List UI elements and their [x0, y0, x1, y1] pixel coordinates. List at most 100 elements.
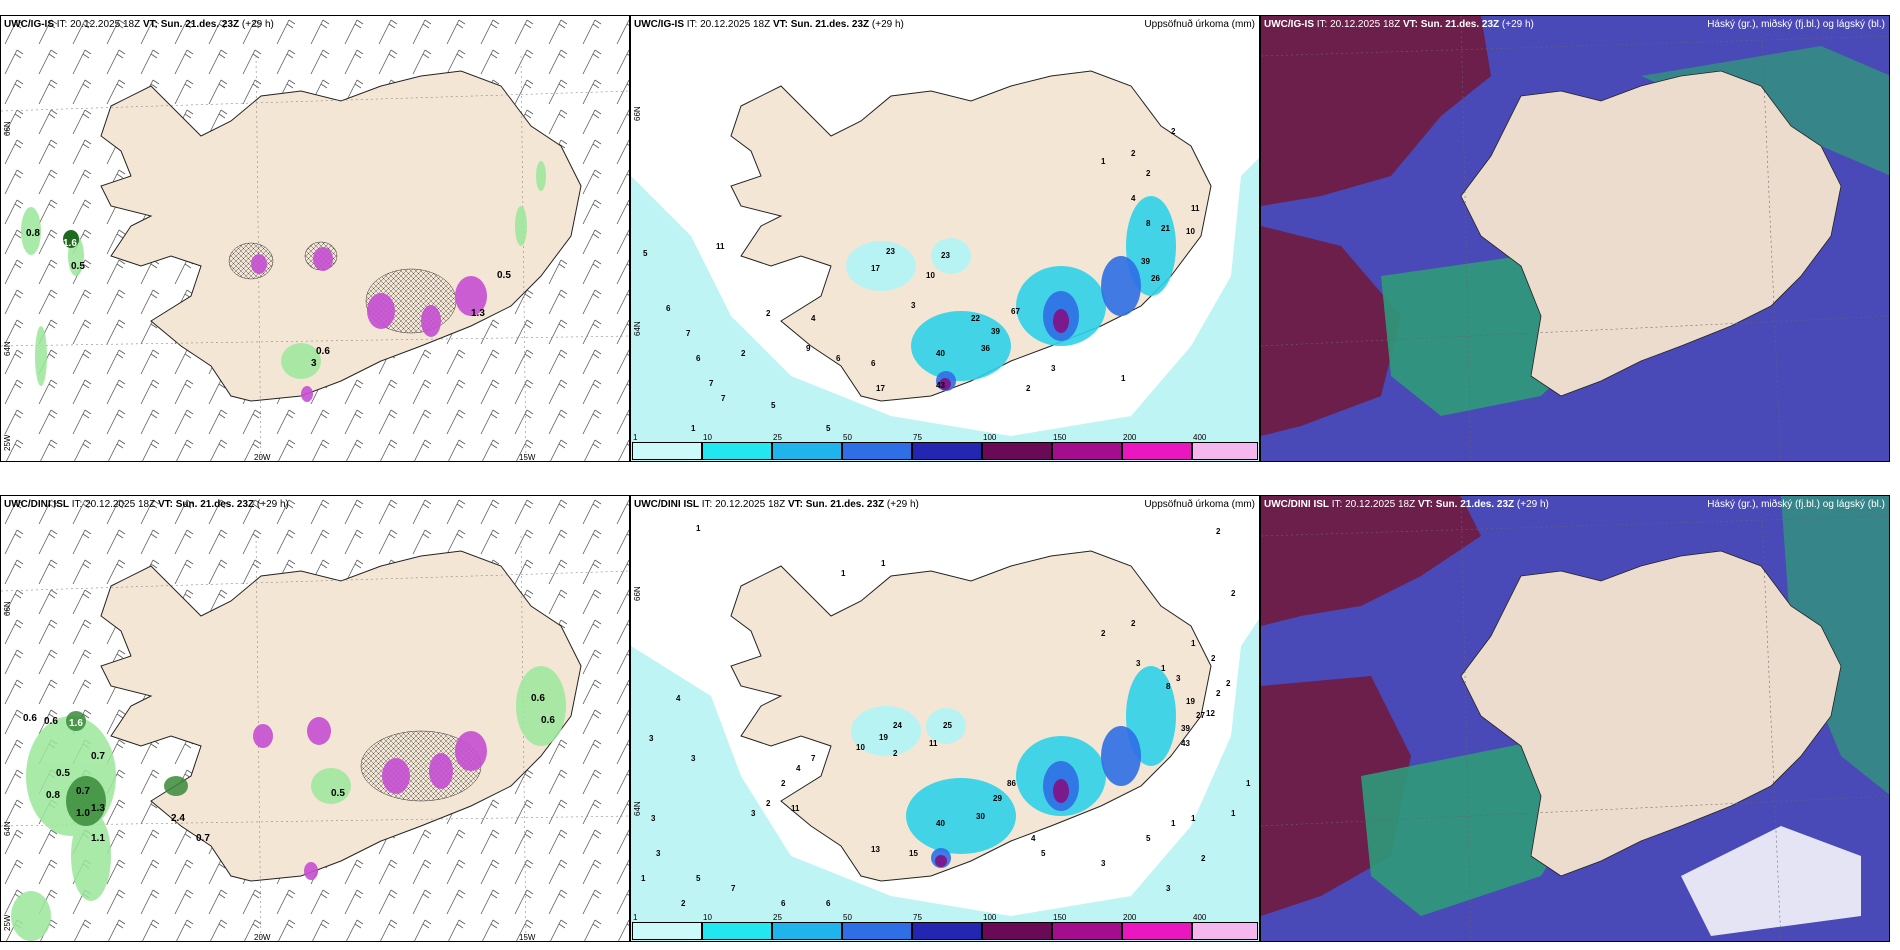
precip-value: 40 [936, 349, 945, 358]
precip-value: 2 [1131, 149, 1136, 158]
precip-value: 4 [1031, 834, 1036, 843]
precip-value: 39 [1181, 724, 1190, 733]
precip-value: 17 [876, 384, 885, 393]
precip-value: 39 [991, 327, 1000, 336]
wind-map-panel-row1: UWC/IG-IS IT: 20.12.2025 18Z VT: Sun. 21… [0, 15, 630, 462]
gust-value: 2.4 [171, 813, 185, 824]
lon-label: 15W [519, 933, 536, 942]
lead-time: (+29 h) [241, 19, 274, 30]
iceland-cloud-map [1261, 496, 1889, 941]
precip-value: 7 [709, 379, 714, 388]
colorbar-bin [1122, 922, 1192, 940]
precip-value: 1 [1191, 639, 1196, 648]
gust-value: 0.8 [26, 228, 40, 239]
precip-value: 15 [909, 849, 918, 858]
precip-value: 2 [1131, 619, 1136, 628]
colorbar-bin [842, 922, 912, 940]
precip-value: 3 [649, 734, 654, 743]
colorbar-bin [1052, 442, 1122, 460]
precip-value: 3 [1166, 884, 1171, 893]
lat-label: 66N [633, 586, 642, 601]
precip-value: 3 [1176, 674, 1181, 683]
precip-value: 1 [1101, 157, 1106, 166]
colorbar-tick-label: 10 [703, 913, 712, 922]
precip-value: 3 [651, 814, 656, 823]
precip-value: 2 [1231, 589, 1236, 598]
gust-value: 0.7 [196, 833, 210, 844]
colorbar-tick-label: 50 [843, 433, 852, 442]
precip-value: 3 [1101, 859, 1106, 868]
gust-value: 0.5 [71, 261, 85, 272]
iceland-cloud-map [1261, 16, 1889, 461]
precip-map-panel-row2: UWC/DINI ISL IT: 20.12.2025 18Z VT: Sun.… [630, 495, 1260, 942]
precip-value: 43 [1181, 739, 1190, 748]
colorbar-tick-label: 1 [633, 913, 638, 922]
panel-title: Háský (gr.), miðský (fj.bl.) og lágský (… [1707, 499, 1885, 510]
precip-value: 13 [871, 845, 880, 854]
cloud-map-panel-row1: UWC/IG-IS IT: 20.12.2025 18Z VT: Sun. 21… [1260, 15, 1890, 462]
precip-value: 24 [893, 721, 902, 730]
precip-value: 7 [721, 394, 726, 403]
precip-value: 19 [1186, 697, 1195, 706]
precip-value: 10 [1186, 227, 1195, 236]
issue-time: IT: 20.12.2025 18Z [1331, 499, 1416, 510]
precip-value: 3 [911, 301, 916, 310]
lat-label: 64N [633, 801, 642, 816]
iceland-precip-map: 1 2 1 2 1 2 2 1 2 1 3 2 2 3 8 19 27 12 3… [631, 524, 1259, 941]
issue-time: IT: 20.12.2025 18Z [1316, 19, 1401, 30]
precip-value: 2 [1146, 169, 1151, 178]
precip-value: 9 [806, 344, 811, 353]
valid-time: VT: Sun. 21.des. 23Z [142, 19, 240, 30]
precip-value: 1 [691, 424, 696, 433]
precip-value: 2 [1211, 654, 1216, 663]
precip-value: 6 [666, 304, 671, 313]
panel-header: UWC/DINI ISL IT: 20.12.2025 18Z VT: Sun.… [4, 499, 289, 511]
precip-value: 1 [1191, 814, 1196, 823]
precip-value: 10 [856, 743, 865, 752]
precip-value: 2 [893, 749, 898, 758]
precip-value: 86 [1007, 779, 1016, 788]
colorbar-bin [1192, 442, 1258, 460]
gust-value: 1.6 [63, 238, 77, 249]
gust-value: 0.5 [497, 270, 511, 281]
precip-value: 3 [1051, 364, 1056, 373]
precip-value: 4 [796, 764, 801, 773]
issue-time: IT: 20.12.2025 18Z [56, 19, 141, 30]
precip-value: 5 [696, 874, 701, 883]
model-name: UWC/DINI ISL [1264, 499, 1329, 510]
precip-value: 1 [696, 524, 701, 533]
lat-label: 64N [3, 821, 12, 836]
precip-value: 1 [1246, 779, 1251, 788]
lead-time: (+29 h) [886, 499, 919, 510]
gust-value: 0.8 [46, 790, 60, 801]
colorbar-tick-label: 200 [1123, 913, 1137, 922]
precip-value: 1 [1161, 664, 1166, 673]
colorbar-tick-label: 25 [773, 913, 782, 922]
precip-value: 1 [881, 559, 886, 568]
precip-value: 2 [766, 799, 771, 808]
lat-label: 66N [633, 106, 642, 121]
precip-colorbar: 1 10 25 50 75 100 150 200 400 [632, 433, 1258, 460]
iceland-wind-map: 0.8 1.6 0.5 0.6 3 0.5 1.3 [1, 16, 629, 461]
precip-value: 2 [781, 779, 786, 788]
colorbar-tick-label: 25 [773, 433, 782, 442]
gust-value: 0.7 [76, 786, 90, 797]
lon-label: 20W [254, 933, 271, 942]
lead-time: (+29 h) [871, 19, 904, 30]
precip-value: 2 [1026, 384, 1031, 393]
gust-value: 1.3 [471, 308, 485, 319]
precip-value: 23 [886, 247, 895, 256]
panel-title: Uppsöfnuð úrkoma (mm) [1144, 499, 1255, 510]
precip-value: 21 [1161, 224, 1170, 233]
colorbar-tick-label: 75 [913, 433, 922, 442]
model-name: UWC/DINI ISL [4, 499, 69, 510]
colorbar-bin [772, 922, 842, 940]
panel-header: UWC/IG-IS IT: 20.12.2025 18Z VT: Sun. 21… [4, 19, 274, 31]
issue-time: IT: 20.12.2025 18Z [701, 499, 786, 510]
precip-value: 30 [976, 812, 985, 821]
gust-value: 0.5 [331, 788, 345, 799]
precip-value: 1 [1171, 819, 1176, 828]
valid-time: VT: Sun. 21.des. 23Z [157, 499, 255, 510]
model-name: UWC/IG-IS [4, 19, 54, 30]
precip-value: 1 [1231, 809, 1236, 818]
